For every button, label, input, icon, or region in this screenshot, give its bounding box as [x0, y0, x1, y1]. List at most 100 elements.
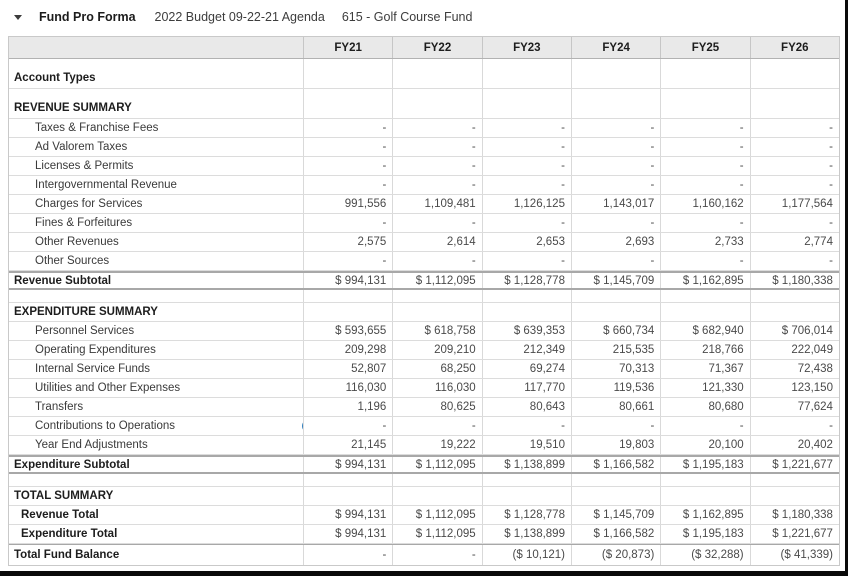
cell-fy23: $ 1,128,778 [481, 506, 571, 524]
cell-fy21 [303, 89, 392, 118]
cell-fy25 [660, 89, 749, 118]
cell-fy21 [303, 474, 392, 486]
cell-fy23: - [481, 157, 571, 175]
cell-fy23: $ 1,138,899 [481, 457, 571, 472]
row-label: Total Fund Balance [14, 549, 120, 561]
cell-fy26 [749, 89, 839, 118]
cell-fy24: 215,535 [570, 341, 660, 359]
column-header-fy23: FY23 [481, 37, 571, 58]
column-header-fy24: FY24 [570, 37, 660, 58]
cell-fy21: - [303, 119, 392, 137]
cell-fy24: - [570, 138, 660, 156]
spacer-row [9, 474, 839, 487]
row-label: Revenue Total [21, 509, 99, 521]
cell-fy22: - [392, 417, 481, 435]
cell-fy22 [392, 59, 481, 88]
cell-fy21: - [303, 176, 392, 194]
cell-fy22: - [392, 138, 481, 156]
cell-fy24: - [570, 252, 660, 270]
cell-fy21: 991,556 [303, 195, 392, 213]
cell-fy25: - [660, 214, 749, 232]
cell-fy21 [303, 59, 392, 88]
cell-fy24: - [570, 176, 660, 194]
cell-fy22: $ 1,112,095 [392, 273, 481, 288]
row-label: Charges for Services [35, 198, 143, 210]
cell-fy22: - [392, 176, 481, 194]
cell-fy23: 117,770 [481, 379, 571, 397]
cell-fy21: - [303, 545, 392, 565]
table-row: Revenue Subtotal $ 994,131 $ 1,112,095 $ 1,… [9, 271, 839, 290]
row-label: TOTAL SUMMARY [14, 490, 114, 502]
cell-fy24: $ 1,166,582 [570, 525, 660, 543]
corner-cell [9, 37, 303, 58]
cell-fy23: 1,126,125 [481, 195, 571, 213]
cell-fy24 [570, 290, 660, 302]
cell-fy21: $ 994,131 [303, 457, 392, 472]
row-label [9, 474, 303, 486]
cell-fy24: $ 660,734 [570, 322, 660, 340]
table-row: Other Sources - - - - - - [9, 252, 839, 271]
row-label: Operating Expenditures [35, 344, 156, 356]
table-row: Personnel Services $ 593,655 $ 618,758 $ 63… [9, 322, 839, 341]
pro-forma-table: FY21 FY22 FY23 FY24 FY25 FY26 Account Types RE… [8, 36, 840, 566]
row-label: Personnel Services [35, 325, 135, 337]
cell-fy26: $ 1,221,677 [749, 525, 839, 543]
cell-fy21: 52,807 [303, 360, 392, 378]
table-row: EXPENDITURE SUMMARY [9, 303, 839, 322]
cell-fy25 [660, 474, 749, 486]
collapse-caret-icon[interactable] [14, 14, 22, 20]
cell-fy21: 116,030 [303, 379, 392, 397]
cell-fy21: 21,145 [303, 436, 392, 454]
column-header-fy25: FY25 [660, 37, 749, 58]
cell-fy21: $ 994,131 [303, 506, 392, 524]
budget-name: 2022 Budget 09-22-21 Agenda [154, 10, 325, 24]
cell-fy21 [303, 290, 392, 302]
row-label: Transfers [35, 401, 84, 413]
row-label: Account Types [14, 72, 96, 84]
cell-fy23 [481, 303, 571, 321]
cell-fy22: 19,222 [392, 436, 481, 454]
cell-fy24: $ 1,145,709 [570, 273, 660, 288]
row-label: Other Sources [35, 255, 110, 267]
titlebar: Fund Pro Forma 2022 Budget 09-22-21 Agen… [0, 0, 845, 34]
cell-fy23 [481, 290, 571, 302]
cell-fy22: $ 618,758 [392, 322, 481, 340]
cell-fy24: ($ 20,873) [570, 545, 660, 565]
cell-fy25: - [660, 417, 749, 435]
cell-fy22: $ 1,112,095 [392, 525, 481, 543]
table-row: Charges for Services 991,556 1,109,481 1,12… [9, 195, 839, 214]
cell-fy26 [749, 487, 839, 505]
cell-fy22 [392, 303, 481, 321]
row-label: Expenditure Total [21, 528, 118, 540]
cell-fy21: 2,575 [303, 233, 392, 251]
cell-fy26: 222,049 [749, 341, 839, 359]
cell-fy21 [303, 303, 392, 321]
cell-fy25 [660, 487, 749, 505]
cell-fy26: $ 1,180,338 [749, 273, 839, 288]
cell-fy23: - [481, 252, 571, 270]
cell-fy21: - [303, 417, 392, 435]
table-row: Expenditure Subtotal $ 994,131 $ 1,112,095… [9, 455, 839, 474]
cell-fy22: 116,030 [392, 379, 481, 397]
table-row: Taxes & Franchise Fees - - - - - - [9, 119, 839, 138]
cell-fy22: 80,625 [392, 398, 481, 416]
cell-fy21: $ 994,131 [303, 273, 392, 288]
row-label: Ad Valorem Taxes [35, 141, 128, 153]
cell-fy26: ($ 41,339) [749, 545, 839, 565]
table-row: Ad Valorem Taxes - - - - - - [9, 138, 839, 157]
cell-fy26: - [749, 119, 839, 137]
cell-fy23: 2,653 [481, 233, 571, 251]
cell-fy23: - [481, 119, 571, 137]
cell-fy26: 2,774 [749, 233, 839, 251]
cell-fy25: 71,367 [660, 360, 749, 378]
row-label: Utilities and Other Expenses [35, 382, 181, 394]
chevron-down-circle-icon[interactable] [302, 419, 303, 433]
cell-fy25: - [660, 138, 749, 156]
row-label: Expenditure Subtotal [14, 458, 130, 471]
column-header-fy21: FY21 [303, 37, 392, 58]
cell-fy25: - [660, 157, 749, 175]
cell-fy24: 2,693 [570, 233, 660, 251]
row-label: Intergovernmental Revenue [35, 179, 177, 191]
cell-fy25 [660, 290, 749, 302]
